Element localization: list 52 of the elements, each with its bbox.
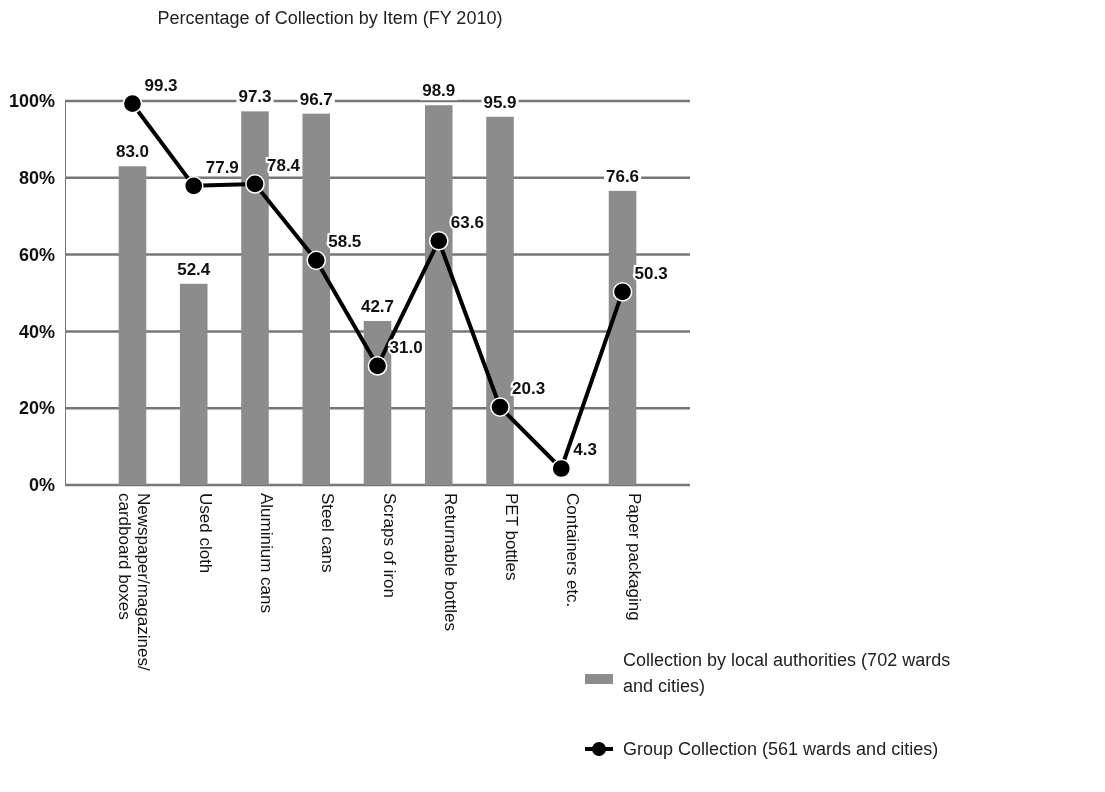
point — [367, 356, 388, 376]
bar — [241, 111, 269, 485]
point — [612, 282, 633, 302]
x-tick-label: Containers etc. — [563, 493, 583, 608]
x-tick-label: Steel cans — [318, 493, 338, 573]
data-label: 76.6 — [605, 166, 640, 186]
data-label: 42.7 — [360, 297, 395, 317]
bar — [363, 321, 392, 485]
point — [122, 93, 143, 114]
y-tick-label: 40% — [18, 321, 55, 342]
point — [490, 397, 510, 417]
data-label: 97.3 — [238, 87, 272, 107]
y-tick-label: 20% — [18, 398, 55, 419]
x-tick-label: Scraps of iron — [379, 493, 399, 598]
legend-label: Collection by local authorities (702 wards and cities) — [623, 650, 951, 696]
bar — [302, 113, 331, 485]
data-label: 20.3 — [512, 379, 546, 399]
point — [551, 458, 572, 479]
data-label: 50.3 — [634, 263, 668, 283]
point — [245, 174, 265, 194]
y-tick-label: 100% — [8, 91, 55, 112]
bar — [118, 166, 147, 485]
x-tick-label: PET bottles — [502, 493, 522, 581]
x-tick-label: Returnable bottles — [440, 493, 460, 631]
data-label: 99.3 — [144, 75, 178, 95]
data-label: 4.3 — [573, 440, 597, 460]
data-label: 95.9 — [483, 92, 517, 112]
data-label: 96.7 — [299, 89, 333, 109]
bar — [608, 190, 637, 485]
data-label: 31.0 — [389, 337, 423, 357]
x-tick-label: Aluminium cans — [256, 493, 276, 613]
point — [428, 230, 449, 251]
data-label: 52.4 — [177, 259, 211, 279]
y-tick-label: 60% — [18, 244, 55, 265]
data-label: 78.4 — [266, 155, 301, 175]
bar — [486, 116, 514, 485]
y-tick-label: 0% — [28, 475, 55, 496]
data-label: 98.9 — [422, 81, 456, 101]
point — [183, 176, 204, 196]
x-tick-label: Paper packaging — [624, 493, 644, 621]
data-label: 63.6 — [450, 212, 484, 232]
point — [306, 250, 327, 271]
bar — [424, 105, 453, 485]
data-label: 83.0 — [115, 142, 150, 162]
y-tick-label: 80% — [18, 168, 55, 189]
chart-title: Percentage of Collection by Item (FY 2010) — [157, 8, 503, 28]
data-label: 58.5 — [328, 232, 362, 252]
x-tick-label: Used cloth — [195, 493, 215, 574]
x-tick-label: Newspaper/magazines/cardboard boxes — [115, 493, 154, 671]
bar — [179, 283, 208, 485]
legend-label: Group Collection (561 wards and cities) — [623, 739, 939, 759]
data-label: 77.9 — [205, 157, 239, 177]
